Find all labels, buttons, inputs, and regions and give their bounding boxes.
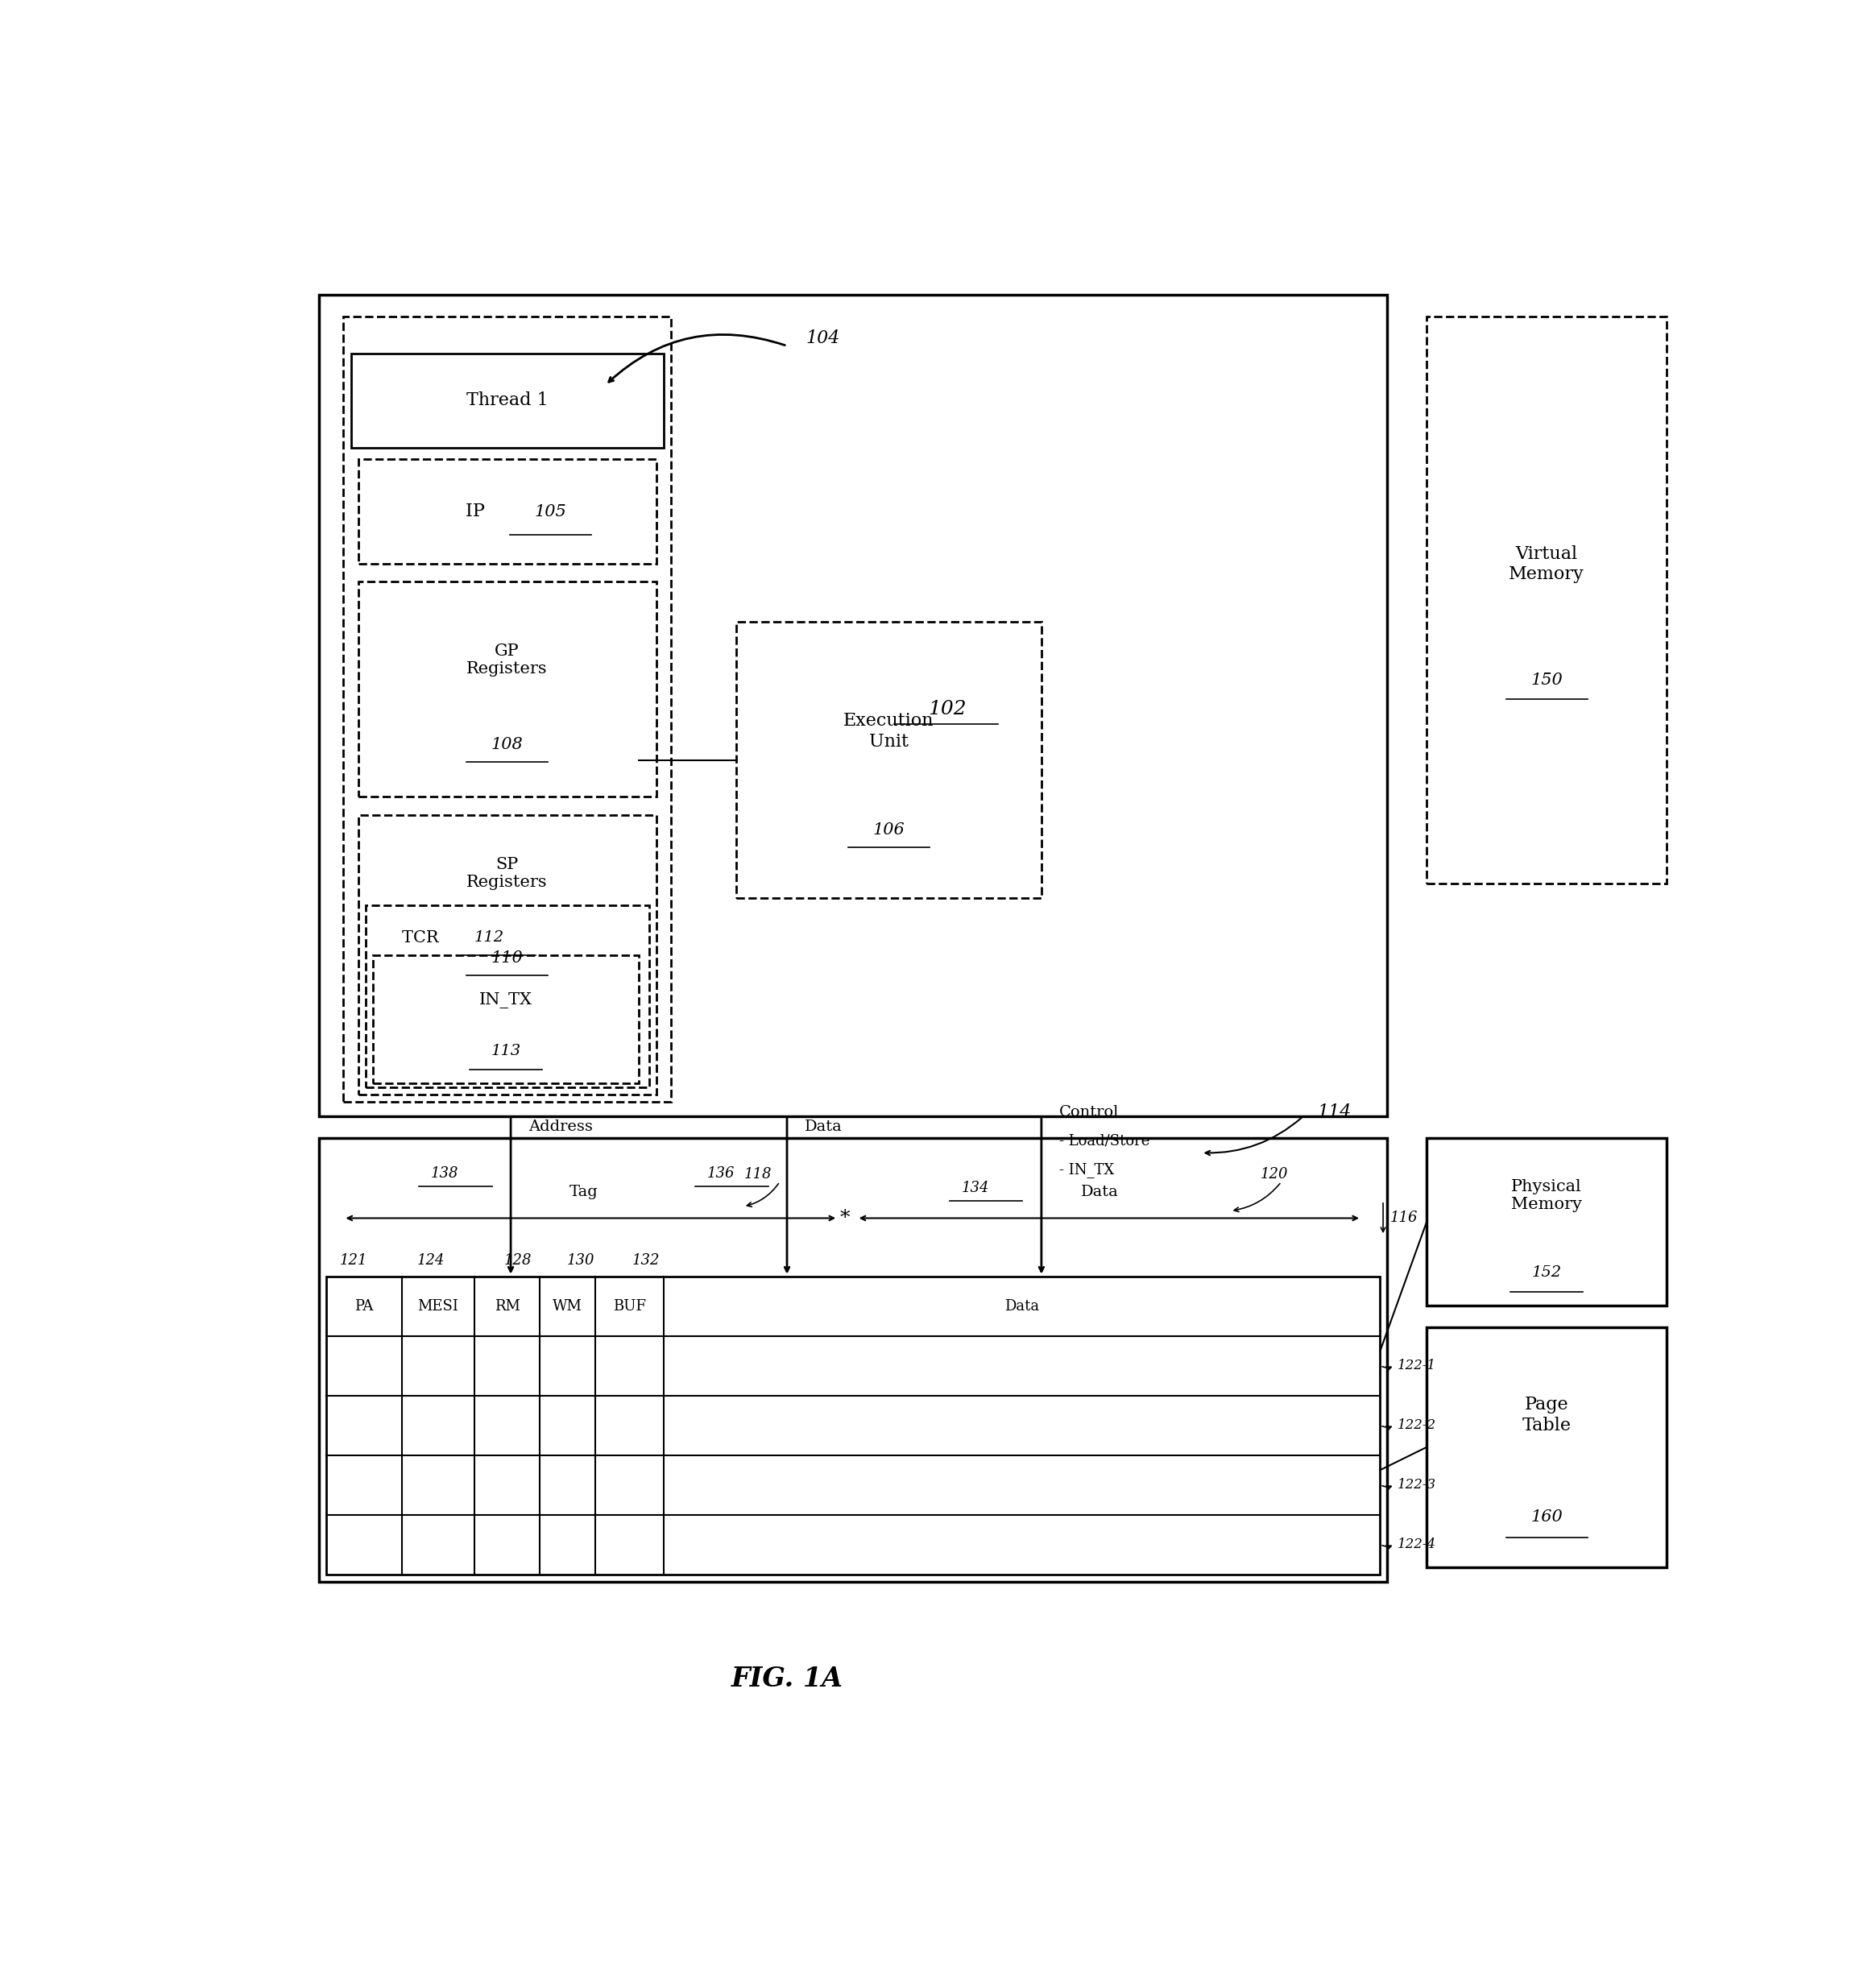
Text: BUF: BUF [613,1300,645,1313]
Bar [1426,1327,1666,1567]
Text: 130: 130 [567,1252,595,1268]
Text: - Load/Store: - Load/Store [1058,1134,1150,1148]
Bar [358,816,657,1095]
Bar [735,621,1041,898]
Text: Physical
Memory: Physical Memory [1512,1180,1581,1213]
Text: 122-4: 122-4 [1398,1537,1437,1551]
Text: 118: 118 [745,1168,771,1182]
Bar [358,582,657,796]
Bar [373,955,638,1083]
Text: WM: WM [553,1300,582,1313]
Text: 136: 136 [707,1166,735,1180]
Text: IN_TX: IN_TX [478,993,533,1009]
Text: 120: 120 [1261,1168,1289,1182]
Bar [319,1138,1388,1581]
Text: Thread 1: Thread 1 [465,391,548,409]
Text: 152: 152 [1531,1266,1561,1280]
Text: 108: 108 [492,737,523,751]
Text: TCR: TCR [401,930,445,946]
Text: Virtual
Memory: Virtual Memory [1508,545,1585,584]
Text: SP
Registers: SP Registers [467,857,548,891]
Text: MESI: MESI [418,1300,458,1313]
Text: 106: 106 [872,822,904,838]
Text: 138: 138 [431,1166,458,1180]
Text: 116: 116 [1390,1211,1418,1225]
Text: Data: Data [1004,1300,1039,1313]
Text: 104: 104 [807,330,840,348]
Text: Data: Data [805,1119,842,1134]
Text: 160: 160 [1531,1510,1563,1524]
Text: 134: 134 [961,1180,989,1195]
Text: 124: 124 [416,1252,445,1268]
Bar [351,354,664,448]
Text: 102: 102 [929,700,966,720]
Bar [326,1276,1381,1575]
Text: GP
Registers: GP Registers [467,643,548,676]
Text: 105: 105 [535,503,567,519]
Text: 128: 128 [505,1252,533,1268]
Text: Data: Data [1081,1185,1118,1199]
Text: *: * [840,1209,850,1227]
Text: 121: 121 [340,1252,368,1268]
Bar [319,295,1388,1117]
Bar [358,460,657,564]
Text: Control: Control [1058,1105,1118,1119]
Text: 122-3: 122-3 [1398,1478,1437,1492]
Text: 114: 114 [1317,1103,1353,1121]
Text: IP: IP [465,503,490,521]
Text: 113: 113 [492,1044,522,1058]
Text: FIG. 1A: FIG. 1A [732,1665,842,1693]
Text: 112: 112 [475,930,505,946]
Text: 122-2: 122-2 [1398,1419,1437,1431]
Text: RM: RM [493,1300,520,1313]
Text: Execution
Unit: Execution Unit [844,712,934,751]
Text: PA: PA [355,1300,373,1313]
Text: 122-1: 122-1 [1398,1359,1437,1372]
Text: Tag: Tag [568,1185,598,1199]
Bar [1426,317,1666,885]
Bar [1426,1138,1666,1305]
Text: 150: 150 [1531,672,1563,688]
Text: 132: 132 [632,1252,660,1268]
Bar [343,317,670,1101]
Text: - IN_TX: - IN_TX [1058,1162,1114,1178]
Text: Address: Address [529,1119,593,1134]
Bar [366,906,649,1087]
Text: Page
Table: Page Table [1521,1396,1572,1435]
Text: 110: 110 [492,950,523,965]
